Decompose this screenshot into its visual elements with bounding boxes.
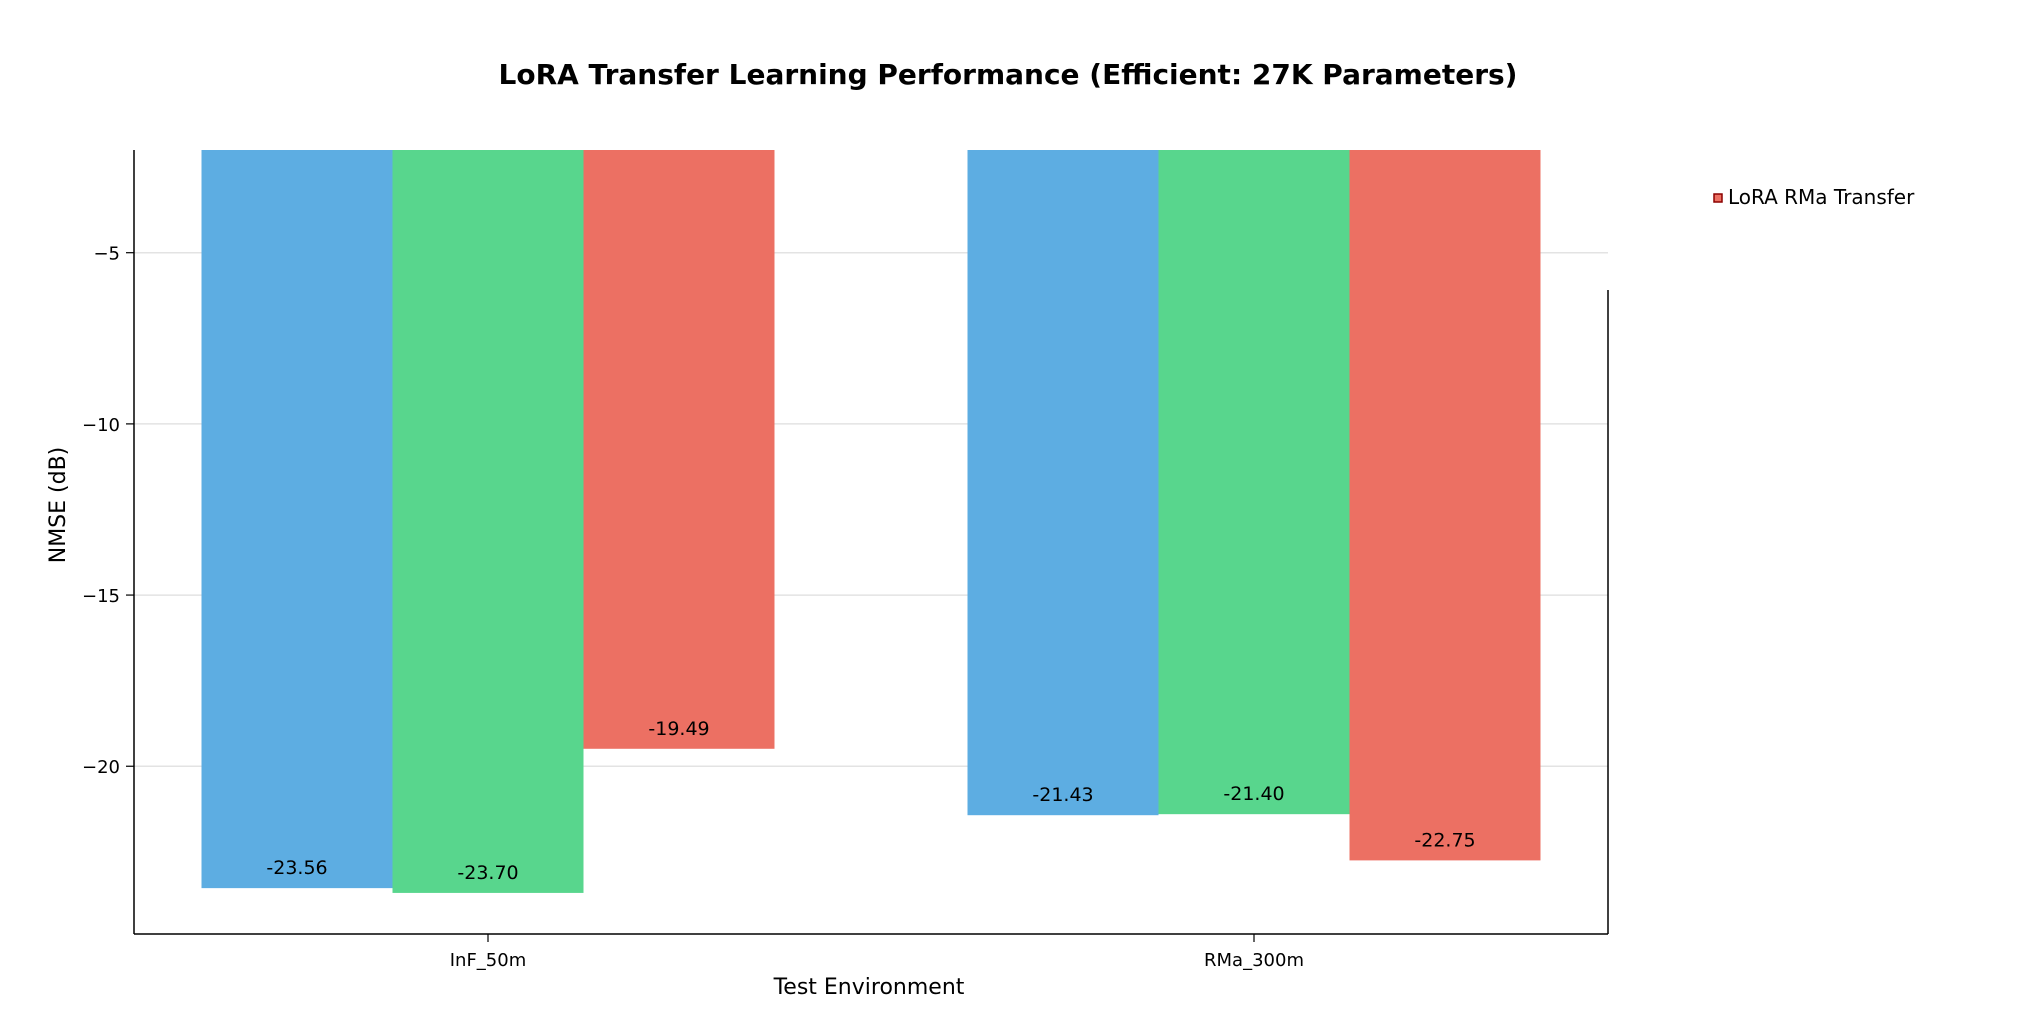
x-axis-label: Test Environment xyxy=(773,975,965,1000)
bar xyxy=(1349,150,1541,861)
y-axis-label: NMSE (dB) xyxy=(46,447,71,564)
y-tick-label: −10 xyxy=(82,415,120,436)
legend-label: LoRA RMa Transfer xyxy=(1728,185,1915,209)
y-tick-label: −15 xyxy=(82,586,120,607)
y-tick-label: −20 xyxy=(82,757,120,778)
data-label: -21.40 xyxy=(1223,783,1284,805)
axes xyxy=(133,150,1609,935)
legend: LoRA RMa Transfer xyxy=(1713,185,1915,209)
data-labels: -23.56 -21.43 -23.70 -21.40 -19.49 -22.75 xyxy=(266,718,1475,884)
data-label: -23.56 xyxy=(266,857,327,879)
bar xyxy=(967,150,1159,816)
bar xyxy=(583,150,775,749)
data-label: -23.70 xyxy=(457,862,518,884)
x-ticks: InF_50m RMa_300m xyxy=(450,934,1304,971)
data-label: -19.49 xyxy=(648,718,709,740)
legend-swatch xyxy=(1713,193,1723,203)
data-label: -22.75 xyxy=(1414,829,1475,851)
bar xyxy=(1158,150,1350,815)
x-tick-label: RMa_300m xyxy=(1204,950,1304,971)
y-ticks: −5 −10 −15 −20 xyxy=(82,244,134,778)
bar xyxy=(201,150,393,889)
data-label: -21.43 xyxy=(1032,784,1093,806)
bar xyxy=(392,150,584,893)
bars xyxy=(201,150,1541,893)
chart-title: LoRA Transfer Learning Performance (Effi… xyxy=(499,58,1518,91)
x-tick-label: InF_50m xyxy=(450,950,527,971)
y-tick-label: −5 xyxy=(93,244,120,265)
